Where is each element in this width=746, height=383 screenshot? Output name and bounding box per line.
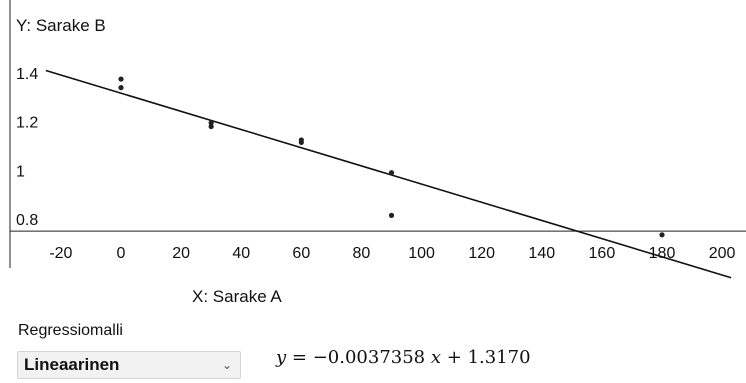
equation-intercept: + 1.3170 <box>446 347 531 368</box>
y-tick-label: 0.8 <box>16 212 38 229</box>
chevron-down-icon: ⌄ <box>221 358 232 372</box>
data-point <box>118 76 124 82</box>
x-tick-label: 180 <box>649 245 676 262</box>
data-point <box>298 139 304 145</box>
regression-model-label: Regressiomalli <box>18 322 123 339</box>
data-point <box>388 212 395 218</box>
y-tick-label: 1 <box>16 163 25 180</box>
equation-coefficient: = −0.0037358 <box>291 347 426 368</box>
equation-x-variable: x <box>430 347 442 368</box>
regression-line <box>45 69 732 279</box>
x-axis-title: X: Sarake A <box>192 287 282 306</box>
x-tick-label: -20 <box>49 245 72 262</box>
y-axis-title: Y: Sarake B <box>16 16 106 35</box>
x-tick-label: 0 <box>117 245 126 262</box>
data-point <box>388 170 395 176</box>
data-point <box>208 120 214 126</box>
x-tick-label: 160 <box>589 245 616 262</box>
equation-lhs: y <box>276 347 287 368</box>
x-tick-label: 120 <box>468 245 495 262</box>
data-point <box>208 123 214 130</box>
y-tick-label: 1.4 <box>16 66 38 83</box>
x-tick-label: 40 <box>232 245 250 262</box>
x-tick-label: 200 <box>709 245 736 262</box>
x-tick-label: 100 <box>408 245 435 262</box>
x-tick-label: 20 <box>172 245 190 262</box>
regression-equation: y = −0.0037358 x + 1.3170 <box>276 347 531 368</box>
data-point <box>659 232 665 238</box>
x-tick-label: 80 <box>353 245 371 262</box>
regression-model-select[interactable]: Lineaarinen ⌄ <box>17 351 241 379</box>
scatter-plot: -20 0 20 40 60 80 100 120 140 160 180 200 0.8 1 1.2 1.4 <box>9 0 746 279</box>
x-tick-label: 60 <box>292 245 310 262</box>
x-tick-label: 140 <box>528 245 555 262</box>
y-tick-label: 1.2 <box>16 115 38 132</box>
regression-model-value: Lineaarinen <box>24 355 120 374</box>
data-point <box>118 85 124 91</box>
